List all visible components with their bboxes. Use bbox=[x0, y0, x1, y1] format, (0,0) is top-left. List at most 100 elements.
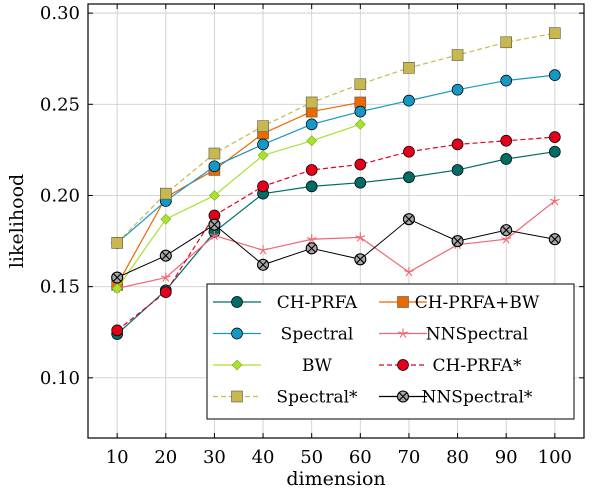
series-spectral- bbox=[111, 27, 561, 249]
data-point bbox=[305, 180, 318, 193]
legend-label: NNSpectral* bbox=[422, 388, 533, 408]
data-point bbox=[500, 74, 513, 87]
data-point bbox=[111, 324, 124, 337]
legend-item: NNSpectral bbox=[379, 325, 528, 345]
legend-label: Spectral bbox=[281, 325, 354, 345]
x-axis-title: dimension bbox=[286, 468, 385, 490]
data-point bbox=[404, 267, 414, 277]
data-point bbox=[403, 62, 415, 74]
x-tick-label: 100 bbox=[538, 447, 572, 468]
data-point bbox=[306, 135, 318, 147]
data-point bbox=[451, 83, 464, 96]
series-line bbox=[116, 123, 361, 289]
data-point bbox=[548, 145, 561, 158]
x-tick-label: 30 bbox=[203, 447, 226, 468]
legend-marker bbox=[398, 328, 408, 338]
data-point bbox=[451, 138, 464, 151]
data-point bbox=[160, 187, 172, 200]
legend-item: CH-PRFA bbox=[213, 293, 358, 313]
y-axis-title: likelihood bbox=[6, 174, 28, 268]
data-point bbox=[305, 118, 318, 131]
series-nnspectral- bbox=[111, 213, 561, 284]
data-point bbox=[354, 158, 367, 171]
series-line bbox=[116, 136, 555, 331]
data-point bbox=[403, 171, 415, 184]
data-point bbox=[257, 180, 269, 193]
series-line bbox=[116, 151, 555, 335]
x-tick-label: 10 bbox=[106, 447, 129, 468]
legend-marker bbox=[231, 327, 243, 340]
plot-frame bbox=[87, 3, 585, 439]
legend-marker bbox=[231, 296, 243, 308]
data-point bbox=[501, 234, 512, 244]
data-point bbox=[548, 131, 561, 143]
data-point bbox=[354, 118, 366, 130]
data-point bbox=[403, 145, 415, 158]
legend-item: Spectral* bbox=[213, 388, 358, 408]
series-line bbox=[116, 218, 555, 278]
legend-item: NNSpectral* bbox=[379, 388, 533, 408]
data-point bbox=[208, 218, 221, 231]
x-tick-label: 80 bbox=[446, 447, 469, 468]
data-point bbox=[160, 213, 172, 225]
y-tick-label: 0.25 bbox=[40, 94, 80, 115]
data-point bbox=[306, 234, 317, 244]
x-tick-label: 40 bbox=[252, 447, 275, 468]
x-tick-label: 50 bbox=[300, 447, 323, 468]
series-ch-prfa- bbox=[111, 131, 561, 337]
legend-label: CH-PRFA bbox=[277, 293, 358, 313]
data-point bbox=[257, 258, 270, 271]
data-point bbox=[500, 134, 513, 147]
legend-label: NNSpectral bbox=[426, 325, 528, 345]
data-point bbox=[209, 230, 220, 240]
x-tick-label: 70 bbox=[397, 447, 420, 468]
data-point bbox=[257, 138, 269, 151]
data-point bbox=[549, 27, 561, 39]
series-spectral bbox=[111, 69, 561, 249]
data-point bbox=[549, 195, 560, 206]
data-point bbox=[354, 105, 367, 118]
legend-marker bbox=[397, 296, 409, 308]
x-tick-label: 90 bbox=[495, 447, 518, 468]
x-tick-label: 60 bbox=[349, 447, 372, 468]
series-ch-prfa-bw bbox=[111, 96, 367, 291]
data-point bbox=[451, 49, 464, 61]
data-point bbox=[354, 176, 367, 189]
data-point bbox=[451, 164, 464, 176]
data-point bbox=[257, 120, 269, 132]
series-line bbox=[116, 32, 555, 244]
data-point bbox=[160, 272, 171, 282]
data-point bbox=[451, 235, 464, 248]
data-point bbox=[500, 36, 512, 49]
data-point bbox=[305, 242, 318, 255]
data-point bbox=[548, 233, 561, 246]
series-layer bbox=[111, 27, 561, 340]
legend-marker bbox=[396, 390, 410, 403]
data-point bbox=[305, 96, 318, 109]
y-tick-label: 0.15 bbox=[40, 277, 80, 298]
grid bbox=[88, 4, 584, 438]
data-point bbox=[548, 69, 561, 81]
legend-label: CH-PRFA+BW bbox=[415, 293, 540, 313]
y-tick-label: 0.30 bbox=[40, 3, 80, 24]
legend-item: BW bbox=[213, 356, 333, 376]
legend-marker bbox=[231, 359, 243, 371]
data-point bbox=[402, 213, 415, 226]
legend-marker bbox=[397, 359, 409, 371]
data-point bbox=[208, 160, 221, 173]
legend-marker bbox=[231, 390, 243, 403]
legend-label: BW bbox=[302, 356, 332, 376]
series-bw bbox=[111, 118, 366, 294]
legend-label: CH-PRFA* bbox=[433, 356, 522, 376]
data-point bbox=[305, 164, 318, 176]
data-point bbox=[111, 271, 124, 284]
series-nnspectral bbox=[112, 195, 560, 293]
y-tick-label: 0.10 bbox=[40, 368, 80, 389]
legend: CH-PRFA CH-PRFA+BW Spectral NNSpectral BW CH-… bbox=[206, 283, 575, 420]
legend-item: Spectral bbox=[213, 325, 353, 345]
series-line bbox=[117, 200, 556, 290]
data-point bbox=[354, 78, 367, 91]
data-point bbox=[500, 153, 513, 165]
data-point bbox=[355, 232, 366, 242]
